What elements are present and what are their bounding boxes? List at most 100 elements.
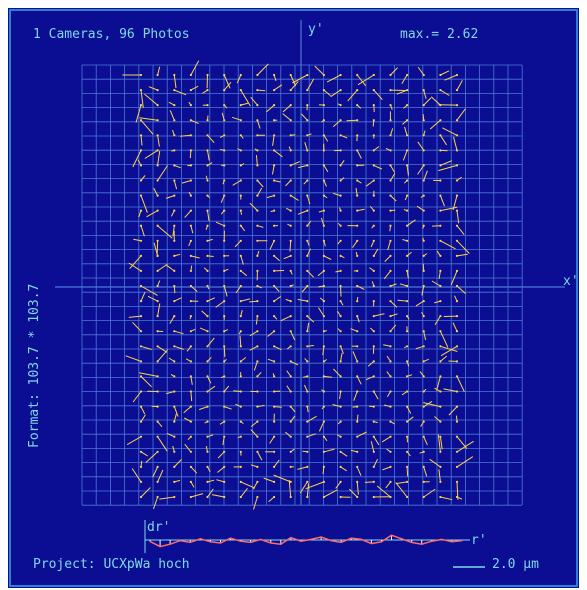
residual-point <box>289 209 292 212</box>
residual-point <box>289 254 292 257</box>
residual-vector <box>373 391 379 400</box>
residual-vector <box>456 225 465 236</box>
residual-point <box>173 119 176 122</box>
residual-point <box>189 149 192 152</box>
residual-point <box>256 465 259 468</box>
residual-point <box>173 405 176 408</box>
residual-point <box>372 164 375 167</box>
residual-vector <box>443 388 458 392</box>
residual-point <box>356 435 359 438</box>
residual-vector <box>190 225 194 234</box>
residual-point <box>455 119 459 122</box>
residual-point <box>273 390 276 393</box>
residual-point <box>289 134 292 137</box>
residual-vector <box>207 385 216 392</box>
residual-vector <box>190 391 193 402</box>
residual-vector <box>306 195 311 205</box>
residual-point <box>422 300 425 303</box>
residual-point <box>223 405 226 408</box>
residual-vector <box>140 345 152 350</box>
residual-point <box>223 345 226 348</box>
residual-point <box>406 254 409 257</box>
residual-point <box>322 254 325 257</box>
residual-point <box>139 435 143 438</box>
residual-point <box>306 209 309 212</box>
residual-point <box>289 465 292 468</box>
residual-point <box>173 450 176 453</box>
residual-vector <box>434 387 441 392</box>
residual-vector <box>140 135 143 146</box>
residual-point <box>439 164 442 167</box>
residual-vector <box>423 436 428 446</box>
residual-vector <box>273 474 291 483</box>
residual-point <box>139 104 143 107</box>
residual-point <box>289 315 292 318</box>
residual-point <box>422 360 425 363</box>
residual-point <box>306 119 309 122</box>
residual-point <box>372 209 375 212</box>
residual-point <box>289 435 292 438</box>
residual-point <box>189 73 192 77</box>
residual-vector <box>440 160 453 166</box>
residual-vector <box>249 330 258 337</box>
residual-point <box>306 420 309 423</box>
residual-point <box>173 495 176 499</box>
residual-vector <box>406 270 409 279</box>
residual-vector <box>174 164 181 169</box>
residual-vector <box>157 436 168 452</box>
residual-point <box>372 315 375 318</box>
residual-vector <box>240 298 251 302</box>
residual-point <box>256 330 259 333</box>
residual-point <box>389 209 392 212</box>
residual-point <box>389 465 392 468</box>
residual-vector <box>286 370 292 377</box>
residual-point <box>256 375 259 378</box>
residual-vector <box>223 285 228 297</box>
residual-vector <box>267 330 275 337</box>
residual-vector <box>456 108 466 121</box>
residual-point <box>206 224 209 227</box>
residual-point <box>206 119 209 122</box>
residual-vector <box>423 170 428 181</box>
residual-point <box>339 375 342 378</box>
residual-point <box>372 360 375 363</box>
residual-point <box>372 345 375 348</box>
residual-point <box>322 239 325 242</box>
residual-point <box>439 360 442 363</box>
residual-point <box>156 345 159 348</box>
residual-point <box>339 269 342 272</box>
residual-point <box>273 194 276 197</box>
residual-point <box>173 480 176 483</box>
residual-point <box>289 149 292 152</box>
residual-point <box>273 284 276 288</box>
residual-vector <box>415 300 424 307</box>
residual-point <box>372 194 375 197</box>
residual-point <box>356 405 359 408</box>
residual-point <box>256 480 259 483</box>
residual-vector <box>430 96 441 106</box>
residual-vector <box>190 285 198 292</box>
residual-vector <box>456 376 465 393</box>
residual-point <box>273 134 276 137</box>
residual-point <box>156 315 159 318</box>
residual-point <box>372 119 375 122</box>
residual-point <box>339 405 342 408</box>
residual-point <box>256 209 259 212</box>
residual-point <box>156 284 159 288</box>
residual-vector <box>356 150 362 159</box>
residual-vector <box>434 416 441 422</box>
residual-vector <box>157 421 163 428</box>
residual-point <box>306 89 309 92</box>
residual-point <box>223 269 226 272</box>
residual-point <box>256 179 259 182</box>
residual-point <box>173 209 176 212</box>
residual-point <box>306 435 309 438</box>
residual-point <box>422 375 425 378</box>
residual-vector <box>453 136 458 151</box>
residual-vector <box>373 313 385 317</box>
residual-vector <box>436 376 441 391</box>
residual-vector <box>189 150 192 159</box>
residual-point <box>289 450 292 453</box>
residual-point <box>422 390 425 393</box>
residual-point <box>339 420 342 423</box>
